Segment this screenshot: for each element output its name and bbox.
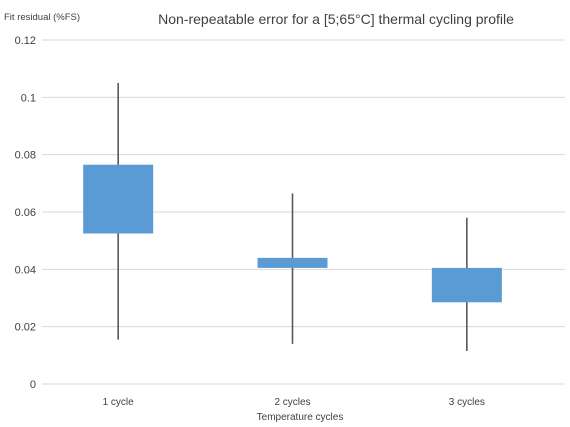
x-tick-label-1: 1 cycle — [103, 397, 135, 408]
y-tick-label-2: 0.04 — [15, 264, 36, 276]
y-tick-label-1: 0.02 — [15, 322, 36, 334]
y-tick-label-6: 0.12 — [15, 35, 36, 47]
boxes — [83, 83, 502, 352]
box-2 — [257, 257, 328, 268]
y-tick-label-5: 0.1 — [21, 92, 36, 104]
box-1 — [83, 164, 154, 234]
y-axis-label: Fit residual (%FS) — [4, 12, 80, 23]
x-tick-label-3: 3 cycles — [449, 397, 485, 408]
chart-title: Non-repeatable error for a [5;65°C] ther… — [158, 11, 514, 27]
x-axis-label: Temperature cycles — [257, 412, 344, 423]
y-tick-label-3: 0.06 — [15, 207, 36, 219]
y-tick-labels: 0 0.02 0.04 0.06 0.08 0.1 0.12 — [15, 35, 36, 391]
x-tick-labels: 1 cycle 2 cycles 3 cycles — [103, 397, 485, 408]
x-tick-label-2: 2 cycles — [274, 397, 310, 408]
y-tick-label-0: 0 — [30, 379, 36, 391]
box-3 — [431, 267, 502, 303]
y-tick-label-4: 0.08 — [15, 150, 36, 162]
